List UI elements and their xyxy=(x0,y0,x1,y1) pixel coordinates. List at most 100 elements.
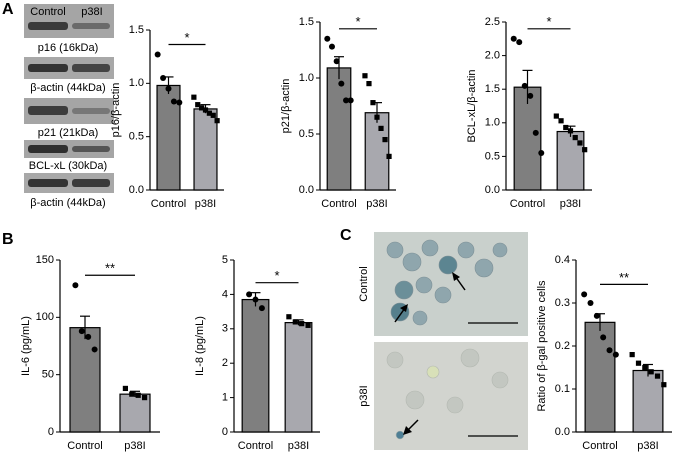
bar xyxy=(364,112,390,191)
blot xyxy=(24,4,114,38)
y-tick-label: 1.0 xyxy=(299,72,314,84)
panel-label: A xyxy=(2,1,14,18)
data-point xyxy=(135,392,141,398)
data-point xyxy=(202,107,209,113)
y-tick-label: 2.0 xyxy=(485,50,500,62)
bar xyxy=(241,298,270,433)
data-point xyxy=(538,150,545,157)
data-point xyxy=(654,373,661,379)
data-point xyxy=(366,81,372,87)
panel-label: C xyxy=(340,227,352,244)
significance-label: * xyxy=(184,30,189,45)
blot-label: BCL-xL (30kDa) xyxy=(29,160,107,172)
data-point xyxy=(577,140,583,146)
data-point xyxy=(91,346,98,353)
y-tick-label: 50 xyxy=(42,369,54,381)
band xyxy=(28,179,68,187)
y-tick-label: 1.5 xyxy=(485,83,500,95)
bar xyxy=(326,67,352,191)
y-tick-label: 2 xyxy=(222,357,228,369)
data-point xyxy=(328,43,335,50)
x-tick-label: p38I xyxy=(124,440,145,452)
y-tick-label: 1.5 xyxy=(129,24,144,36)
data-point xyxy=(593,312,600,319)
x-tick-label: Control xyxy=(321,198,356,210)
blot xyxy=(24,57,114,79)
data-point xyxy=(324,35,331,42)
band xyxy=(28,106,68,115)
x-tick-label: p38I xyxy=(366,198,387,210)
bar xyxy=(193,108,218,191)
x-tick-label: p38I xyxy=(288,440,309,452)
blot-label: β-actin (44kDa) xyxy=(30,197,105,209)
y-tick-label: 0.5 xyxy=(485,150,500,162)
x-tick-label: Control xyxy=(582,440,617,452)
data-point xyxy=(165,85,172,92)
bar xyxy=(69,327,101,433)
y-axis-label: p21/β-actin xyxy=(280,79,292,134)
y-axis-label: IL-8 (pg/mL) xyxy=(194,316,206,376)
lane-label: Control xyxy=(30,6,65,18)
data-point xyxy=(521,82,528,89)
data-point xyxy=(587,300,594,306)
arrow-head xyxy=(403,426,412,435)
y-tick-label: 1.5 xyxy=(299,16,314,28)
band xyxy=(28,145,68,153)
data-point xyxy=(122,385,128,392)
data-point xyxy=(160,75,167,81)
data-point xyxy=(553,113,559,119)
data-point xyxy=(516,39,523,46)
bar xyxy=(632,369,664,433)
data-point xyxy=(292,319,298,325)
significance-label: * xyxy=(546,14,551,29)
micrograph-label: p38I xyxy=(358,385,370,406)
y-tick-label: 3 xyxy=(222,323,228,335)
data-point xyxy=(612,351,619,358)
y-tick-label: 150 xyxy=(36,254,54,266)
data-point xyxy=(378,125,384,131)
arrow xyxy=(394,307,406,323)
data-point xyxy=(510,35,517,42)
bar xyxy=(513,86,542,191)
y-tick-label: 0.4 xyxy=(555,254,570,266)
data-point xyxy=(532,129,539,136)
panel-label: B xyxy=(2,231,14,248)
data-point xyxy=(170,98,177,105)
y-tick-label: 0.0 xyxy=(129,184,144,196)
blots: Control p38I p16 (16kDa) β-actin (44kDa)… xyxy=(24,4,114,209)
data-point xyxy=(386,153,392,159)
micrographs: Control p38I xyxy=(358,232,528,450)
x-tick-label: p38I xyxy=(560,198,581,210)
band xyxy=(72,108,110,114)
y-tick-label: 4 xyxy=(222,288,228,300)
y-tick-label: 0.1 xyxy=(555,383,570,395)
data-point xyxy=(78,328,85,335)
y-tick-label: 0.0 xyxy=(555,426,570,438)
data-point xyxy=(374,114,380,120)
y-axis-label: p16/β-actin xyxy=(110,83,122,138)
band xyxy=(72,64,110,72)
significance-label: * xyxy=(355,14,360,29)
data-point xyxy=(606,347,613,354)
data-point xyxy=(629,352,635,358)
data-point xyxy=(563,124,569,131)
data-point xyxy=(581,291,588,298)
lane-label: p38I xyxy=(81,6,102,18)
y-tick-label: 1.0 xyxy=(129,77,144,89)
data-point xyxy=(600,334,607,341)
blot-label: p21 (21kDa) xyxy=(38,127,99,139)
bar xyxy=(119,393,151,433)
y-tick-label: 0.0 xyxy=(299,184,314,196)
y-tick-label: 0.5 xyxy=(129,131,144,143)
y-tick-label: 0.0 xyxy=(485,184,500,196)
data-point xyxy=(333,58,340,65)
y-tick-label: 0.3 xyxy=(555,297,570,309)
significance-label: ** xyxy=(105,261,115,276)
y-axis-label: BCL-xL/β-actin xyxy=(466,70,478,143)
blot-label: p16 (16kDa) xyxy=(38,42,99,54)
x-tick-label: Control xyxy=(238,440,273,452)
band xyxy=(72,23,110,29)
bar xyxy=(556,130,585,191)
data-point xyxy=(635,360,642,366)
significance-label: * xyxy=(274,268,279,283)
